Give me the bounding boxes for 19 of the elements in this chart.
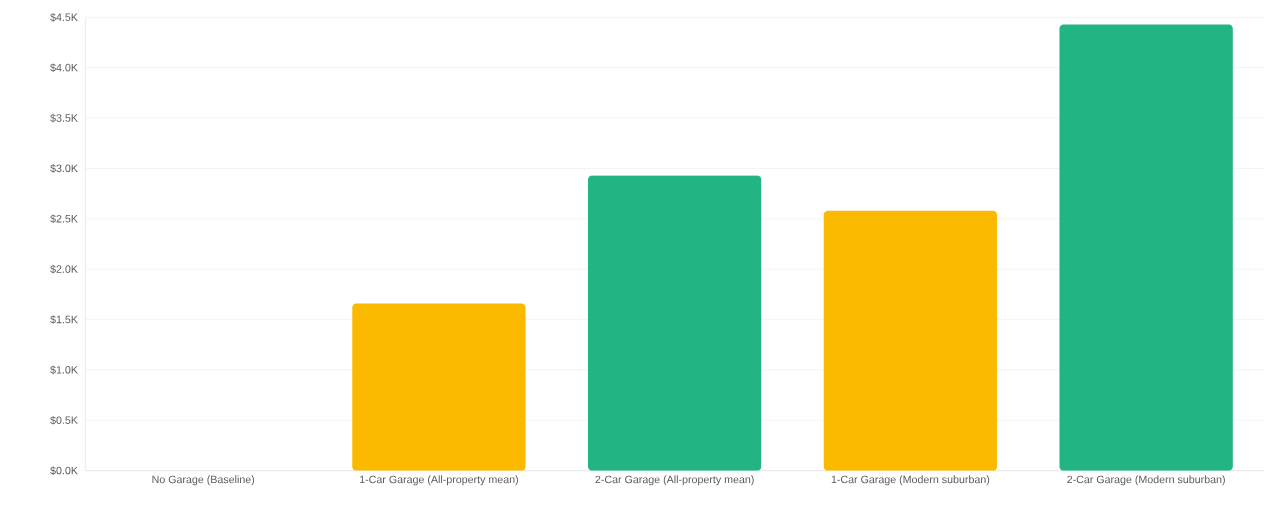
y-tick-label: $0.0K	[50, 466, 78, 475]
bar	[823, 210, 998, 471]
bar	[1059, 24, 1233, 471]
y-tick-label: $4.5K	[50, 13, 78, 22]
y-tick-label: $1.5K	[50, 315, 78, 324]
bar	[588, 175, 762, 471]
y-tick-label: $4.0K	[50, 63, 78, 73]
x-tick-label: 2-Car Garage (Modern suburban)	[1067, 475, 1225, 486]
x-tick-label: 2-Car Garage (All-property mean)	[595, 475, 754, 486]
y-tick-label: $3.5K	[50, 113, 78, 123]
y-tick-label: $3.0K	[50, 164, 78, 173]
y-tick-label: $2.5K	[50, 214, 78, 224]
x-tick-label: No Garage (Baseline)	[152, 475, 255, 486]
x-tick-label: 1-Car Garage (All-property mean)	[360, 475, 518, 486]
x-tick-label: 1-Car Garage (Modern suburban)	[831, 475, 990, 486]
bar	[352, 303, 526, 471]
y-tick-label: $0.5K	[50, 415, 78, 425]
y-tick-label: $2.0K	[50, 264, 78, 274]
y-tick-label: $1.0K	[50, 365, 78, 375]
